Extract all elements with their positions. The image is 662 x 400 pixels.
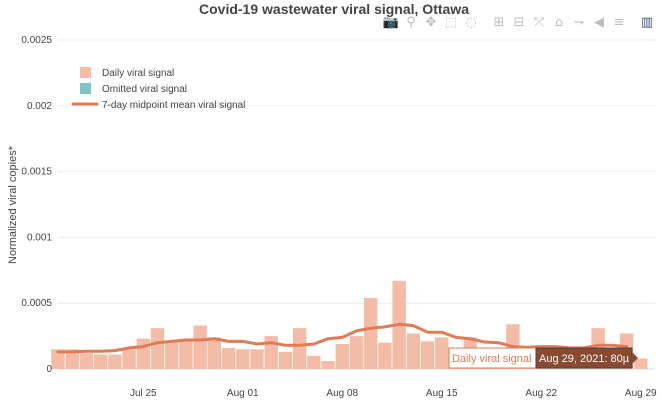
legend-label-omitted[interactable]: Omitted viral signal [102,84,187,95]
legend-swatch-omitted[interactable] [80,83,91,94]
bar[interactable] [278,351,293,369]
x-tick-label: Aug 22 [525,388,557,399]
x-tick-label: Aug 29 [625,388,657,399]
zoom-icon[interactable]: ⚲ [406,15,416,30]
hover-closest-icon[interactable]: ◀ [594,15,604,30]
bar[interactable] [65,349,79,369]
hover-tooltip: Daily viral signal Aug 29, 2021: 80µ [448,347,638,369]
bar[interactable] [435,337,449,369]
hover-pointer [632,352,638,364]
y-axis-ticks: 0 0.0005 0.001 0.0015 0.002 0.0025 [21,35,52,375]
hover-series-label: Daily viral signal [452,353,531,365]
pan-icon[interactable]: ✥ [425,15,437,30]
x-tick-label: Aug 15 [426,388,458,399]
lasso-icon[interactable]: ◌ [465,15,477,30]
bar[interactable] [193,325,207,369]
y-tick-label: 0.0025 [21,35,52,46]
plotly-logo-icon[interactable]: ▥ [640,15,654,30]
modebar: 📷 ⚲ ✥ ⬚ ◌ ⊞ ⊟ ⤧ ⌂ ⇁ ◀ ≡ ▥ [382,14,656,32]
bar[interactable] [165,341,179,369]
y-axis-title: Normalized viral copies* [7,145,19,264]
home-icon[interactable]: ⌂ [554,15,564,30]
legend-swatch-daily[interactable] [80,67,91,78]
bar[interactable] [634,358,648,369]
legend-label-7day-mean[interactable]: 7-day midpoint mean viral signal [102,100,245,111]
hover-value-label: Aug 29, 2021: 80µ [539,353,630,365]
legend: Daily viral signal Omitted viral signal … [71,67,245,111]
x-tick-label: Jul 25 [130,388,157,399]
x-tick-label: Aug 08 [326,388,358,399]
bar[interactable] [122,349,136,369]
bar[interactable] [221,347,236,369]
spike-lines-icon[interactable]: ⇁ [573,15,585,30]
chart-title: Covid-19 wastewater viral signal, Ottawa [199,1,469,17]
bar[interactable] [335,343,349,369]
x-axis-ticks: Jul 25 Aug 01 Aug 08 Aug 15 Aug 22 Aug 29 [130,388,657,399]
line-series-7day-mean[interactable] [56,322,629,354]
bar[interactable] [236,349,250,369]
zoom-out-icon[interactable]: ⊟ [513,15,525,30]
bar[interactable] [136,338,150,369]
bar[interactable] [264,336,278,369]
bar[interactable] [207,337,222,369]
legend-label-daily[interactable]: Daily viral signal [102,68,174,79]
bar[interactable] [51,349,65,369]
y-tick-label: 0 [46,364,52,375]
bar[interactable] [79,353,94,369]
bar-series-daily[interactable] [51,280,648,369]
bar[interactable] [108,354,122,369]
bar[interactable] [179,338,193,369]
bar[interactable] [406,333,421,369]
x-tick-label: Aug 01 [227,388,259,399]
bar[interactable] [321,361,335,369]
bar[interactable] [292,328,307,369]
bar[interactable] [378,342,392,369]
y-tick-label: 0.002 [27,101,52,112]
y-tick-label: 0.001 [27,232,52,243]
bar[interactable] [420,341,435,369]
bar[interactable] [93,354,108,369]
autoscale-icon[interactable]: ⤧ [533,15,545,30]
hover-compare-icon[interactable]: ≡ [613,15,625,30]
bar[interactable] [364,297,378,369]
camera-icon[interactable]: 📷 [382,15,400,30]
bar[interactable] [307,355,321,369]
bar[interactable] [349,336,364,369]
zoom-in-icon[interactable]: ⊞ [493,15,505,30]
y-tick-label: 0.0005 [21,298,52,309]
y-tick-label: 0.0015 [21,167,52,178]
box-select-icon[interactable]: ⬚ [444,15,458,30]
bar[interactable] [250,349,264,369]
bar[interactable] [150,328,165,369]
